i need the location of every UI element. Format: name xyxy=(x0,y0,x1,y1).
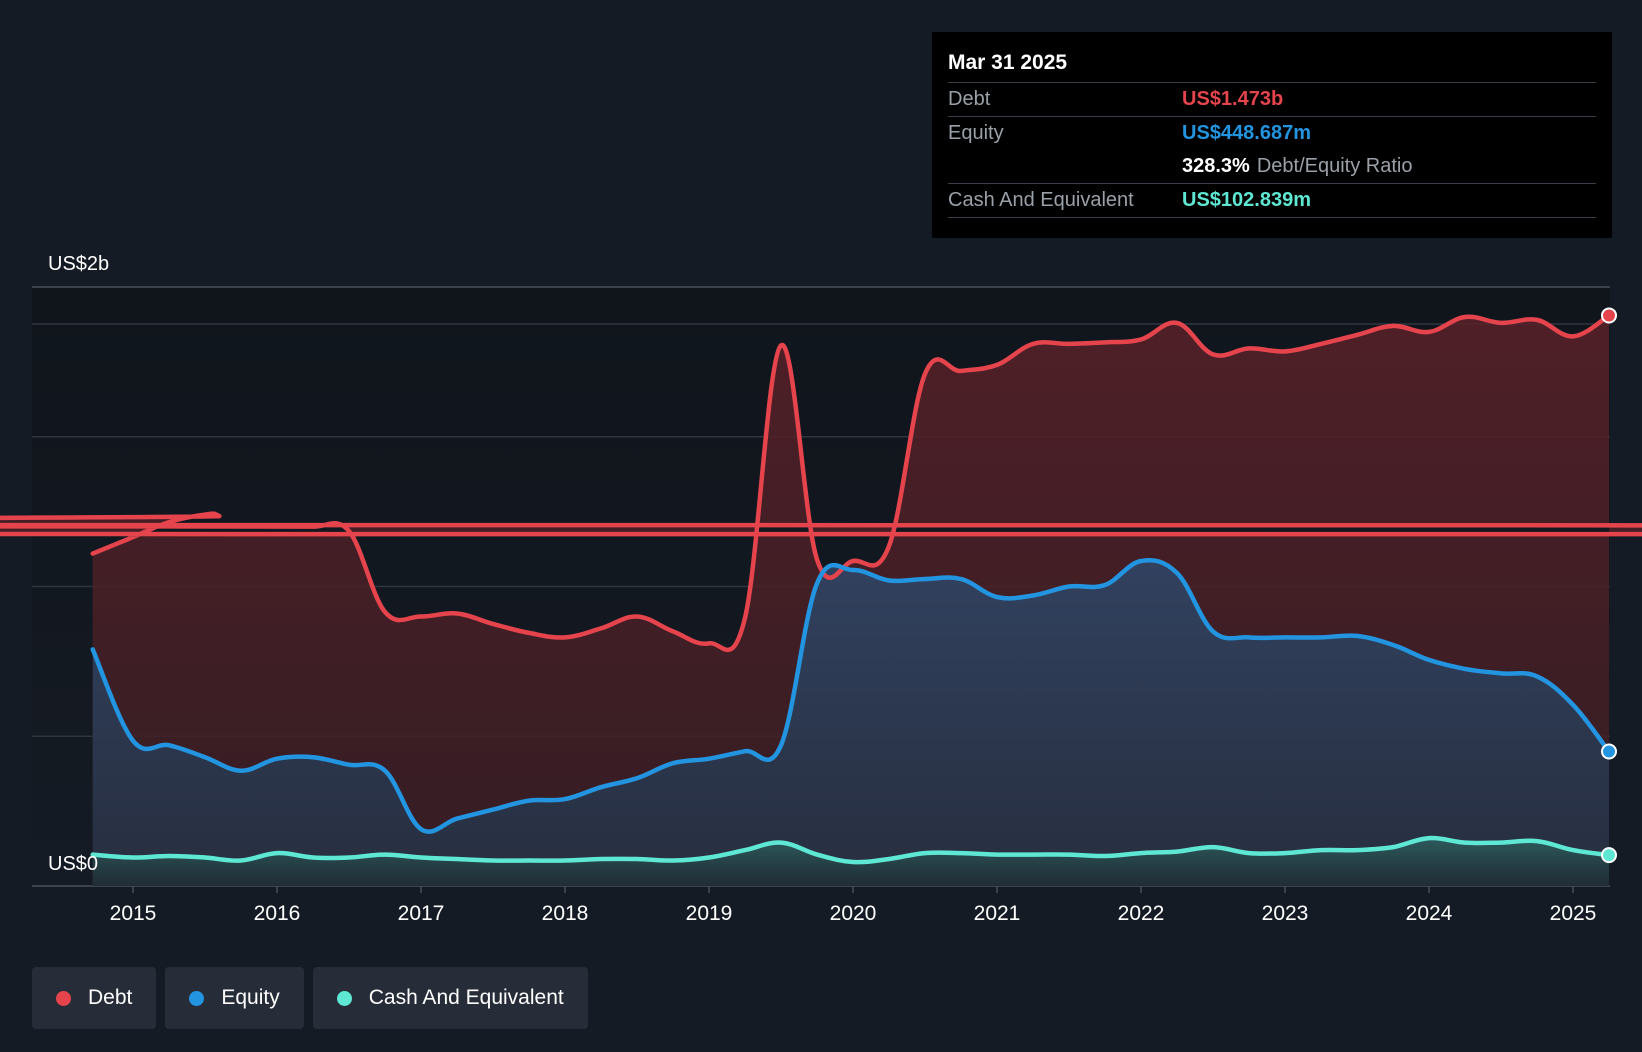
x-tick-label-2023: 2023 xyxy=(1262,902,1309,925)
y-axis-bottom-label: US$0 xyxy=(48,853,98,875)
area-equity xyxy=(92,560,1610,886)
tooltip-equity-value: US$448.687m xyxy=(1182,122,1311,144)
x-tick-label-2024: 2024 xyxy=(1406,902,1453,925)
line-cash xyxy=(90,835,1612,865)
x-tick-label-2017: 2017 xyxy=(398,902,445,925)
tooltip-cash-label: Cash And Equivalent xyxy=(948,189,1134,211)
debt-dot-icon xyxy=(56,990,71,1006)
legend-item-cash[interactable]: Cash And Equivalent xyxy=(312,967,588,1029)
end-marker-debt xyxy=(1601,307,1617,324)
tooltip-row-equity: Equity US$448.687m xyxy=(948,116,1596,150)
tooltip-row-debt: Debt US$1.473b xyxy=(948,82,1596,116)
end-marker-equity xyxy=(1601,743,1617,760)
legend-debt-label: Debt xyxy=(88,986,133,1009)
legend-item-debt[interactable]: Debt xyxy=(32,967,157,1029)
cash-dot-icon xyxy=(336,990,352,1006)
tooltip-cash-value: US$102.839m xyxy=(1182,189,1311,211)
end-marker-cash xyxy=(1601,847,1617,864)
equity-dot-icon xyxy=(189,990,205,1006)
x-tick-label-2016: 2016 xyxy=(254,902,301,925)
tooltip-row-ratio: 328.3% Debt/Equity Ratio xyxy=(948,150,1596,183)
tooltip-debt-label: Debt xyxy=(948,88,991,110)
tooltip: Mar 31 2025 Debt US$1.473b Equity US$448… xyxy=(932,32,1612,238)
x-tick-label-2021: 2021 xyxy=(974,902,1021,925)
tooltip-date: Mar 31 2025 xyxy=(948,51,1068,74)
x-tick-label-2019: 2019 xyxy=(686,902,733,925)
x-tick-label-2020: 2020 xyxy=(830,902,877,925)
end-markers xyxy=(1601,307,1617,864)
x-tick-label-2015: 2015 xyxy=(110,902,157,925)
tooltip-equity-label: Equity xyxy=(948,122,1004,144)
x-tick-label-2025: 2025 xyxy=(1550,902,1597,925)
line-debt xyxy=(0,313,1642,653)
x-tick-label-2018: 2018 xyxy=(542,902,589,925)
legend: Debt Equity Cash And Equivalent xyxy=(32,967,588,1029)
y-axis-top-label: US$2b xyxy=(48,253,109,275)
x-tick-label-2022: 2022 xyxy=(1118,902,1165,925)
tooltip-ratio-value: 328.3% xyxy=(1182,155,1250,177)
x-axis: 2015 2016 2017 2018 2019 2020 2021 2022 2023 2024… xyxy=(110,886,1597,925)
line-equity xyxy=(90,557,1612,834)
tooltip-debt-value: US$1.473b xyxy=(1182,88,1284,110)
tooltip-row-cash: Cash And Equivalent US$102.839m xyxy=(948,183,1596,218)
legend-cash-label: Cash And Equivalent xyxy=(368,986,564,1009)
tooltip-ratio-label: Debt/Equity Ratio xyxy=(1256,155,1413,177)
series-lines xyxy=(0,313,1642,865)
legend-equity-label: Equity xyxy=(221,986,280,1009)
legend-item-equity[interactable]: Equity xyxy=(165,967,304,1029)
